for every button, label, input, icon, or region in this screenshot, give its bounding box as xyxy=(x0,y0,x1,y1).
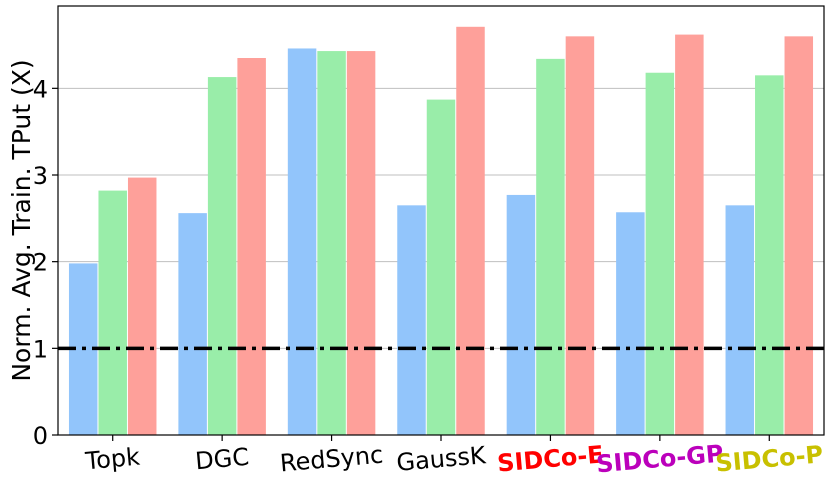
y-tick-label: 2 xyxy=(33,249,48,277)
bar-redsync-s3 xyxy=(346,51,376,436)
x-tick-label: RedSync xyxy=(279,441,384,478)
y-tick-label: 4 xyxy=(33,75,48,103)
x-tick-label: DGC xyxy=(194,443,250,476)
bar-dgc-s3 xyxy=(237,58,266,435)
bar-sidco-e-s3 xyxy=(565,36,595,435)
y-tick-label: 3 xyxy=(33,162,48,190)
bar-sidco-gp-s1 xyxy=(616,212,645,435)
x-tick-label: Topk xyxy=(83,443,141,476)
y-axis-ticks: 0 1 2 3 4 xyxy=(33,75,58,450)
bar-sidco-e-s2 xyxy=(536,58,565,435)
x-tick-label: SIDCo-E xyxy=(496,440,605,477)
bar-sidco-p-s1 xyxy=(725,205,755,435)
bar-redsync-s1 xyxy=(287,48,317,435)
bar-sidco-gp-s2 xyxy=(645,72,675,435)
bar-dgc-s1 xyxy=(178,213,207,435)
bar-gaussk-s2 xyxy=(426,99,456,435)
bar-sidco-gp-s3 xyxy=(675,34,704,435)
x-tick-label: SIDCo-GP xyxy=(595,439,724,478)
bar-sidco-p-s2 xyxy=(755,75,784,435)
bar-dgc-s2 xyxy=(207,77,237,436)
x-tick-label: GaussK xyxy=(395,441,488,477)
y-axis-label: Norm. Avg. Train. TPut (X) xyxy=(7,59,36,381)
y-tick-label: 0 xyxy=(33,422,48,450)
bar-gaussk-s1 xyxy=(397,205,426,435)
bar-redsync-s2 xyxy=(317,51,346,436)
bars xyxy=(68,26,814,436)
bar-topk-s3 xyxy=(127,177,157,435)
bar-sidco-p-s3 xyxy=(784,36,814,435)
bar-gaussk-s3 xyxy=(456,26,485,436)
bar-sidco-e-s1 xyxy=(506,194,536,435)
x-axis-ticks: Topk DGC RedSync GaussK SIDCo-ESIDCo-GPSIDCo… xyxy=(83,435,824,479)
x-tick-label: SIDCo-P xyxy=(714,440,824,477)
bar-topk-s2 xyxy=(98,190,127,435)
y-tick-label: 1 xyxy=(33,335,48,363)
